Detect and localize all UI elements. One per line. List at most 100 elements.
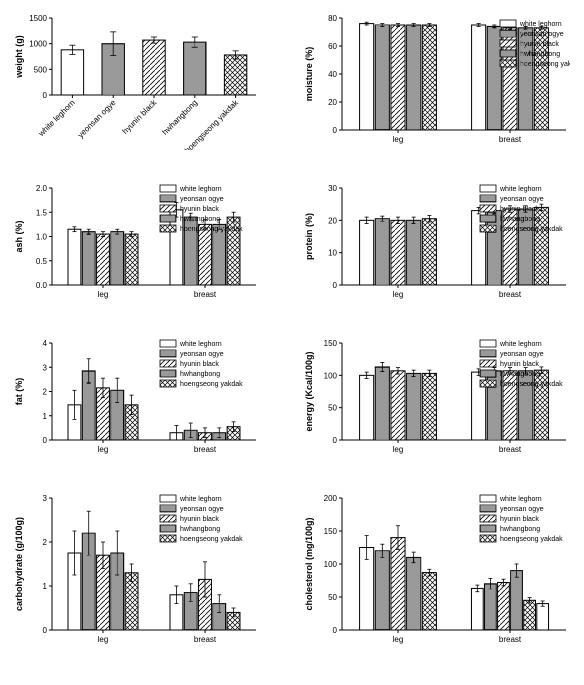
ytick-label: 1: [43, 412, 48, 421]
legend-label: hoengseong yakdak: [180, 536, 243, 543]
group-label: leg: [393, 445, 404, 454]
legend-swatch: [160, 525, 176, 532]
bar: [524, 600, 536, 630]
chart-carb: 0123carbohydrate (g/100g)legbreastwhite …: [10, 490, 260, 650]
bar: [375, 219, 389, 285]
legend: white leghornyeonsan ogyehyunin blackhwh…: [160, 185, 243, 233]
bar: [391, 25, 405, 130]
legend-swatch: [480, 215, 496, 222]
legend-label: hoengseong yakdak: [180, 226, 243, 233]
bar: [487, 26, 501, 130]
legend-label: hwhangbong: [500, 526, 540, 533]
ytick-label: 0: [333, 126, 338, 135]
ytick-label: 0: [43, 91, 48, 100]
legend-label: white leghorn: [179, 496, 222, 503]
bar: [537, 604, 549, 630]
ytick-label: 100: [324, 560, 338, 569]
legend: white leghornyeonsan ogyehyunin blackhwh…: [160, 495, 243, 543]
ytick-label: 4: [43, 339, 48, 348]
bar: [360, 24, 374, 130]
legend-label: yeonsan ogye: [500, 351, 544, 358]
ytick-label: 2.0: [36, 184, 48, 193]
ytick-label: 3: [43, 363, 48, 372]
group-label: leg: [393, 635, 404, 644]
bar: [472, 25, 486, 130]
ytick-label: 40: [328, 70, 337, 79]
legend-swatch: [480, 505, 496, 512]
legend-swatch: [160, 340, 176, 347]
legend-label: white leghorn: [179, 186, 222, 193]
legend-swatch: [160, 225, 176, 232]
bar: [485, 584, 497, 630]
legend-swatch: [500, 50, 516, 57]
ytick-label: 20: [328, 216, 337, 225]
bar: [125, 234, 138, 285]
legend-swatch: [500, 20, 516, 27]
ytick-label: 200: [324, 494, 338, 503]
group-label: breast: [499, 635, 522, 644]
bar: [471, 588, 483, 630]
legend-swatch: [480, 360, 496, 367]
ytick-label: 500: [34, 65, 48, 74]
legend-swatch: [160, 495, 176, 502]
bar: [97, 234, 110, 285]
chart-chol: 050100150200cholesterol (mg/100g)legbrea…: [300, 490, 570, 650]
bar: [143, 40, 165, 95]
ytick-label: 0: [43, 626, 48, 635]
ytick-label: 60: [328, 42, 337, 51]
group-label: leg: [393, 135, 404, 144]
ytick-label: 3: [43, 494, 48, 503]
legend-label: hwhangbong: [180, 526, 220, 533]
group-label: breast: [194, 290, 217, 299]
chart-protein: 0102030protein (%)legbreastwhite leghorn…: [300, 180, 570, 305]
legend-label: hwhangbong: [180, 371, 220, 378]
bar: [422, 573, 436, 630]
ytick-label: 10: [328, 249, 337, 258]
legend-label: yeonsan ogye: [180, 351, 224, 358]
bar: [407, 373, 421, 440]
legend-label: white leghorn: [499, 341, 542, 348]
legend-swatch: [500, 30, 516, 37]
ytick-label: 1.0: [36, 233, 48, 242]
legend-swatch: [480, 380, 496, 387]
legend-label: yeonsan ogye: [500, 506, 544, 513]
ytick-label: 2: [43, 538, 48, 547]
ytick-label: 30: [328, 184, 337, 193]
bar: [68, 229, 81, 285]
legend-swatch: [480, 340, 496, 347]
y-axis-label: fat (%): [14, 378, 24, 406]
bar: [407, 25, 421, 130]
legend-swatch: [480, 370, 496, 377]
legend-label: yeonsan ogye: [520, 31, 564, 38]
legend-label: hyunin black: [180, 361, 219, 368]
bar: [213, 224, 226, 285]
group-label: leg: [98, 635, 109, 644]
chart-weight: 050010001500weight (g)white leghornyeons…: [10, 10, 260, 150]
legend-swatch: [480, 495, 496, 502]
group-label: leg: [393, 290, 404, 299]
legend-label: hyunin black: [500, 206, 539, 213]
bar: [375, 551, 389, 630]
bar: [199, 224, 212, 285]
ytick-label: 1500: [29, 14, 47, 23]
y-axis-label: energy (Kcal/100g): [304, 351, 314, 431]
bar: [111, 232, 124, 285]
bar: [498, 582, 510, 630]
legend-label: white leghorn: [519, 21, 562, 28]
legend-swatch: [480, 225, 496, 232]
legend-swatch: [480, 535, 496, 542]
y-axis-label: ash (%): [14, 220, 24, 252]
y-axis-label: carbohydrate (g/100g): [14, 517, 24, 611]
ytick-label: 0.0: [36, 281, 48, 290]
legend-swatch: [160, 350, 176, 357]
legend-swatch: [480, 195, 496, 202]
ytick-label: 150: [324, 339, 338, 348]
bar: [422, 373, 436, 440]
bar: [224, 55, 246, 95]
y-axis-label: cholesterol (mg/100g): [304, 517, 314, 610]
ytick-label: 0: [333, 436, 338, 445]
legend-label: hyunin black: [180, 206, 219, 213]
y-axis-label: weight (g): [14, 35, 24, 79]
legend-label: yeonsan ogye: [180, 506, 224, 513]
group-label: leg: [98, 445, 109, 454]
